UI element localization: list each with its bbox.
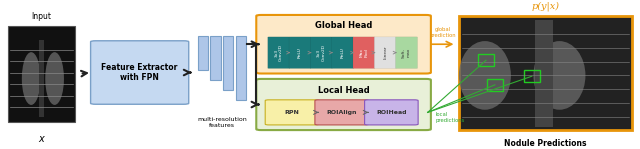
- Text: 3x3
Conv2D: 3x3 Conv2D: [317, 44, 326, 61]
- Ellipse shape: [534, 41, 586, 110]
- Text: Max
Pool: Max Pool: [360, 48, 368, 57]
- Ellipse shape: [459, 41, 511, 110]
- Text: multi-resolution
features: multi-resolution features: [197, 117, 247, 128]
- FancyBboxPatch shape: [256, 15, 431, 73]
- Bar: [478, 54, 494, 66]
- FancyBboxPatch shape: [91, 41, 189, 104]
- Bar: [8, 26, 75, 122]
- Text: p(y|x): p(y|x): [532, 1, 559, 11]
- Text: Input: Input: [31, 12, 51, 21]
- Text: Local Head: Local Head: [317, 86, 369, 95]
- Bar: [535, 20, 552, 127]
- FancyBboxPatch shape: [315, 100, 369, 125]
- Text: Linear: Linear: [383, 46, 387, 59]
- Bar: [198, 36, 208, 70]
- Bar: [524, 70, 540, 82]
- FancyBboxPatch shape: [268, 37, 290, 68]
- Text: x: x: [38, 134, 44, 144]
- FancyBboxPatch shape: [256, 79, 431, 130]
- Text: ROIHead: ROIHead: [376, 110, 406, 115]
- Text: ReLU: ReLU: [298, 47, 302, 58]
- Ellipse shape: [45, 52, 64, 105]
- Text: RPN: RPN: [285, 110, 300, 115]
- FancyBboxPatch shape: [365, 100, 418, 125]
- Text: Nodule Predictions: Nodule Predictions: [504, 139, 587, 148]
- Bar: [459, 16, 632, 130]
- FancyBboxPatch shape: [289, 37, 311, 68]
- FancyBboxPatch shape: [353, 37, 375, 68]
- Bar: [236, 36, 246, 100]
- Text: ROIAlign: ROIAlign: [326, 110, 357, 115]
- Bar: [223, 36, 234, 90]
- Text: 3x3
Conv2D: 3x3 Conv2D: [275, 44, 283, 61]
- FancyBboxPatch shape: [310, 37, 332, 68]
- Bar: [211, 36, 221, 80]
- Text: ReLU: ReLU: [340, 47, 344, 58]
- Text: local
predictions: local predictions: [435, 112, 465, 123]
- Text: Soft-
max: Soft- max: [402, 48, 411, 58]
- FancyBboxPatch shape: [265, 100, 319, 125]
- Ellipse shape: [22, 52, 40, 105]
- Bar: [38, 40, 44, 117]
- Text: Feature Extractor
with FPN: Feature Extractor with FPN: [102, 63, 178, 82]
- FancyBboxPatch shape: [332, 37, 353, 68]
- Text: global
prediction: global prediction: [429, 27, 456, 38]
- Bar: [487, 79, 503, 91]
- FancyBboxPatch shape: [396, 37, 417, 68]
- FancyBboxPatch shape: [374, 37, 396, 68]
- Text: Global Head: Global Head: [315, 21, 372, 30]
